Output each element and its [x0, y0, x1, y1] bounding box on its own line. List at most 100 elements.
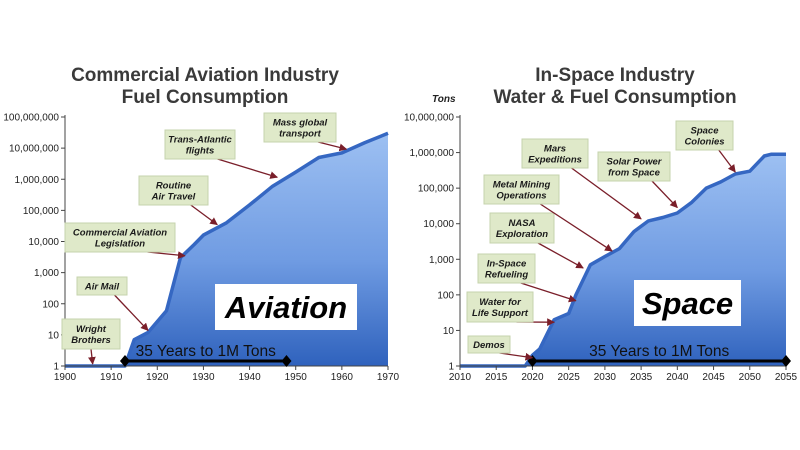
aviation-y-tick-label: 1,000,000: [15, 175, 60, 186]
aviation-callout-arrow: [317, 141, 348, 152]
space-callout-text: Operations: [496, 191, 546, 202]
aviation-y-tick-label: 10,000: [28, 237, 59, 248]
aviation-callout-arrow: [88, 348, 96, 365]
space-y-tick-label: 10,000,000: [404, 113, 454, 124]
space-callout-box: [466, 291, 534, 323]
aviation-callout-text: flights: [186, 146, 215, 157]
space-span-label: 35 Years to 1M Tons: [589, 343, 729, 360]
space-title-line-1: In-Space Industry: [535, 65, 695, 86]
aviation-callout-box: [76, 276, 128, 296]
space-callout-arrow: [571, 167, 642, 220]
aviation-callout-text: Routine: [156, 181, 192, 192]
aviation-y-tick-label: 1: [53, 362, 59, 373]
space-series-line: [460, 152, 786, 368]
aviation-callout-box: [64, 222, 176, 253]
aviation-y-tick-label: 100,000: [23, 206, 60, 217]
aviation-x-tick-label: 1930: [192, 372, 215, 383]
aviation-callout-arrow: [114, 294, 149, 331]
aviation-y-tick-label: 10,000,000: [9, 144, 59, 155]
aviation-overlay-label: Aviation: [224, 290, 347, 325]
space-callout-text: Exploration: [496, 229, 548, 240]
aviation-callout-text: Mass global: [273, 118, 328, 129]
aviation-x-tick-label: 1950: [285, 372, 308, 383]
space-callout-box: [477, 253, 536, 284]
space-x-tick-label: 2055: [775, 372, 798, 383]
space-callout-text: Demos: [473, 340, 505, 351]
aviation-span-diamond: [119, 355, 130, 367]
aviation-chart-title: Commercial Aviation Industry Fuel Consum…: [40, 65, 370, 109]
space-callout-arrow: [520, 282, 577, 303]
space-callout-text: Solar Power: [607, 157, 663, 168]
space-overlay-label: Space: [642, 286, 733, 321]
aviation-callout-text: Brothers: [71, 335, 111, 346]
space-callout-text: Water for: [479, 297, 522, 308]
aviation-x-tick-label: 1960: [331, 372, 354, 383]
space-chart-title: In-Space Industry Water & Fuel Consumpti…: [445, 65, 785, 109]
space-callout-text: NASA: [509, 218, 536, 229]
space-callout-box: [483, 174, 560, 205]
aviation-y-tick-label: 100: [42, 299, 59, 310]
aviation-callout-arrow: [190, 204, 218, 226]
aviation-title-line-1: Commercial Aviation Industry: [71, 65, 339, 86]
space-x-tick-label: 2010: [449, 372, 472, 383]
space-callout-text: Metal Mining: [493, 180, 551, 191]
aviation-callout-arrow: [217, 158, 279, 179]
aviation-callout-text: Air Travel: [151, 192, 196, 203]
space-callout-text: Colonies: [684, 137, 724, 148]
space-x-tick-label: 2030: [594, 372, 617, 383]
aviation-span-label: 35 Years to 1M Tons: [136, 343, 276, 360]
space-y-tick-label: 1,000: [429, 255, 454, 266]
aviation-x-tick-label: 1920: [146, 372, 169, 383]
space-callout-text: Refueling: [485, 270, 528, 281]
space-callout-arrow: [499, 352, 534, 361]
aviation-callout-box: [138, 175, 209, 206]
space-y-tick-label: 1: [448, 362, 454, 373]
space-unit-label: Tons: [432, 94, 456, 105]
space-y-tick-label: 10: [443, 326, 455, 337]
aviation-callout-text: Wright: [76, 324, 107, 335]
space-callout-text: from Space: [608, 168, 660, 179]
space-callout-text: Mars: [544, 144, 566, 155]
space-overlay-box: [634, 280, 741, 326]
aviation-callout-box: [164, 129, 236, 160]
space-callout-box: [489, 212, 555, 244]
space-x-tick-label: 2025: [558, 372, 581, 383]
aviation-overlay-box: [215, 284, 357, 330]
aviation-span-diamond: [281, 355, 292, 367]
aviation-callout-box: [263, 112, 337, 143]
space-callout-text: Expeditions: [528, 155, 582, 166]
space-y-tick-label: 10,000: [423, 219, 454, 230]
space-x-tick-label: 2040: [666, 372, 689, 383]
space-callout-text: Life Support: [472, 308, 529, 319]
aviation-x-tick-label: 1900: [54, 372, 77, 383]
aviation-y-tick-label: 100,000,000: [3, 113, 59, 124]
space-title-line-2: Water & Fuel Consumption: [493, 87, 737, 108]
space-y-tick-label: 100,000: [418, 184, 455, 195]
aviation-callout-text: Air Mail: [84, 282, 120, 293]
aviation-callout-box: [61, 318, 121, 350]
aviation-y-tick-label: 10: [48, 330, 60, 341]
space-x-tick-label: 2015: [485, 372, 508, 383]
aviation-callout-text: Commercial Aviation: [73, 228, 167, 239]
aviation-x-tick-label: 1970: [377, 372, 400, 383]
space-callout-box: [597, 151, 671, 182]
aviation-callout-text: Trans-Atlantic: [168, 135, 232, 146]
space-callout-arrow: [539, 203, 613, 252]
aviation-title-line-2: Fuel Consumption: [121, 87, 289, 108]
space-callout-arrow: [537, 242, 584, 269]
space-y-tick-label: 100: [437, 290, 454, 301]
space-x-tick-label: 2020: [521, 372, 544, 383]
space-span-diamond: [781, 355, 791, 367]
aviation-x-tick-label: 1910: [100, 372, 123, 383]
space-callout-box: [521, 138, 589, 169]
space-callout-text: Space: [691, 126, 720, 137]
space-callout-arrow: [651, 180, 678, 209]
space-callout-arrow: [718, 149, 736, 173]
space-callout-box: [675, 120, 734, 151]
aviation-x-tick-label: 1940: [238, 372, 261, 383]
aviation-y-tick-label: 1,000: [34, 268, 59, 279]
space-x-tick-label: 2050: [739, 372, 762, 383]
space-x-tick-label: 2045: [702, 372, 725, 383]
space-callout-text: In-Space: [487, 259, 527, 270]
